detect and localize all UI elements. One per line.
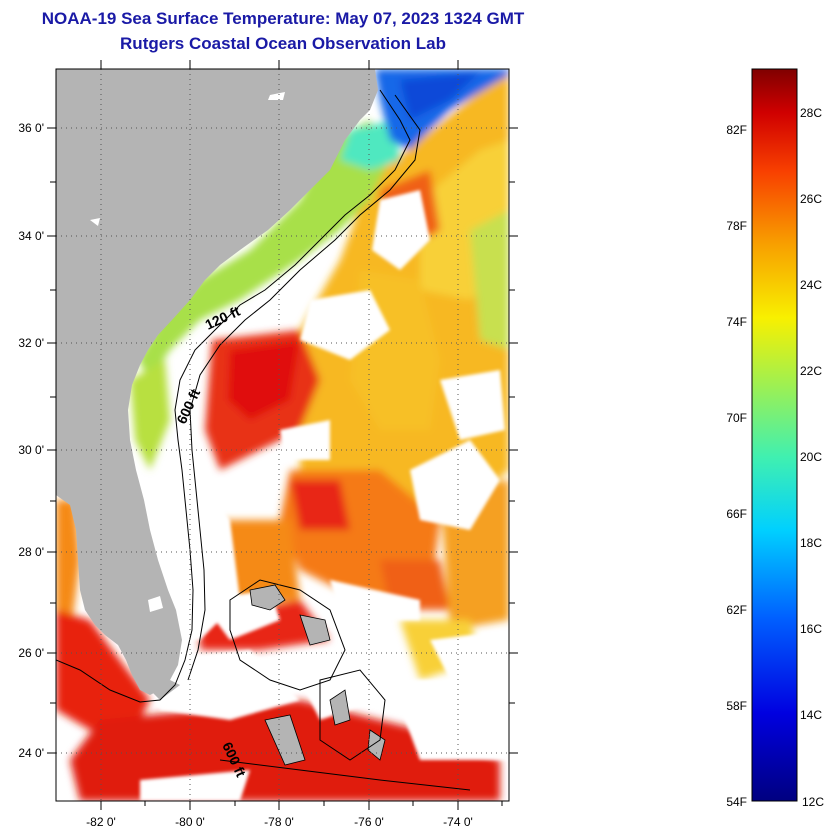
colorbar-c-label: 28C [800, 106, 822, 120]
lat-label: 32 0' [18, 336, 44, 350]
map-title: NOAA-19 Sea Surface Temperature: May 07,… [41, 9, 525, 28]
colorbar-c-label: 16C [800, 622, 822, 636]
florida-keys [150, 680, 180, 700]
depth-contours [56, 89, 471, 791]
lon-label: -76 0' [354, 815, 384, 829]
lat-label: 30 0' [18, 443, 44, 457]
colorbar-c-label: 14C [800, 708, 822, 722]
land-mass [56, 69, 378, 695]
colorbar-f-label: 66F [726, 507, 747, 521]
colorbar-f-label: 74F [726, 315, 747, 329]
colorbar-c-label: 12C [802, 795, 824, 809]
lon-label: -80 0' [175, 815, 205, 829]
graticule [56, 69, 509, 801]
lon-label: -74 0' [443, 815, 473, 829]
colorbar-c-label: 18C [800, 536, 822, 550]
map-subtitle: Rutgers Coastal Ocean Observation Lab [120, 34, 446, 53]
colorbar-c-label: 26C [800, 192, 822, 206]
colorbar-f-label: 70F [726, 411, 747, 425]
plot-frame [55, 68, 510, 802]
colorbar [751, 68, 798, 802]
colorbar-f-label: 78F [726, 219, 747, 233]
colorbar-c-label: 20C [800, 450, 822, 464]
bahamas-islands [249, 584, 386, 766]
lakes [90, 92, 285, 612]
lat-label: 36 0' [18, 121, 44, 135]
colorbar-c-label: 24C [800, 278, 822, 292]
colorbar-f-label: 54F [726, 795, 747, 809]
colorbar-f-label: 62F [726, 603, 747, 617]
colorbar-f-label: 58F [726, 699, 747, 713]
axis-ticks [47, 60, 518, 810]
lat-label: 28 0' [18, 545, 44, 559]
colorbar-f-label: 82F [726, 123, 747, 137]
lon-label: -82 0' [86, 815, 116, 829]
lat-label: 34 0' [18, 229, 44, 243]
lat-label: 24 0' [18, 746, 44, 760]
colorbar-c-label: 22C [800, 364, 822, 378]
lon-label: -78 0' [264, 815, 294, 829]
lat-label: 26 0' [18, 646, 44, 660]
